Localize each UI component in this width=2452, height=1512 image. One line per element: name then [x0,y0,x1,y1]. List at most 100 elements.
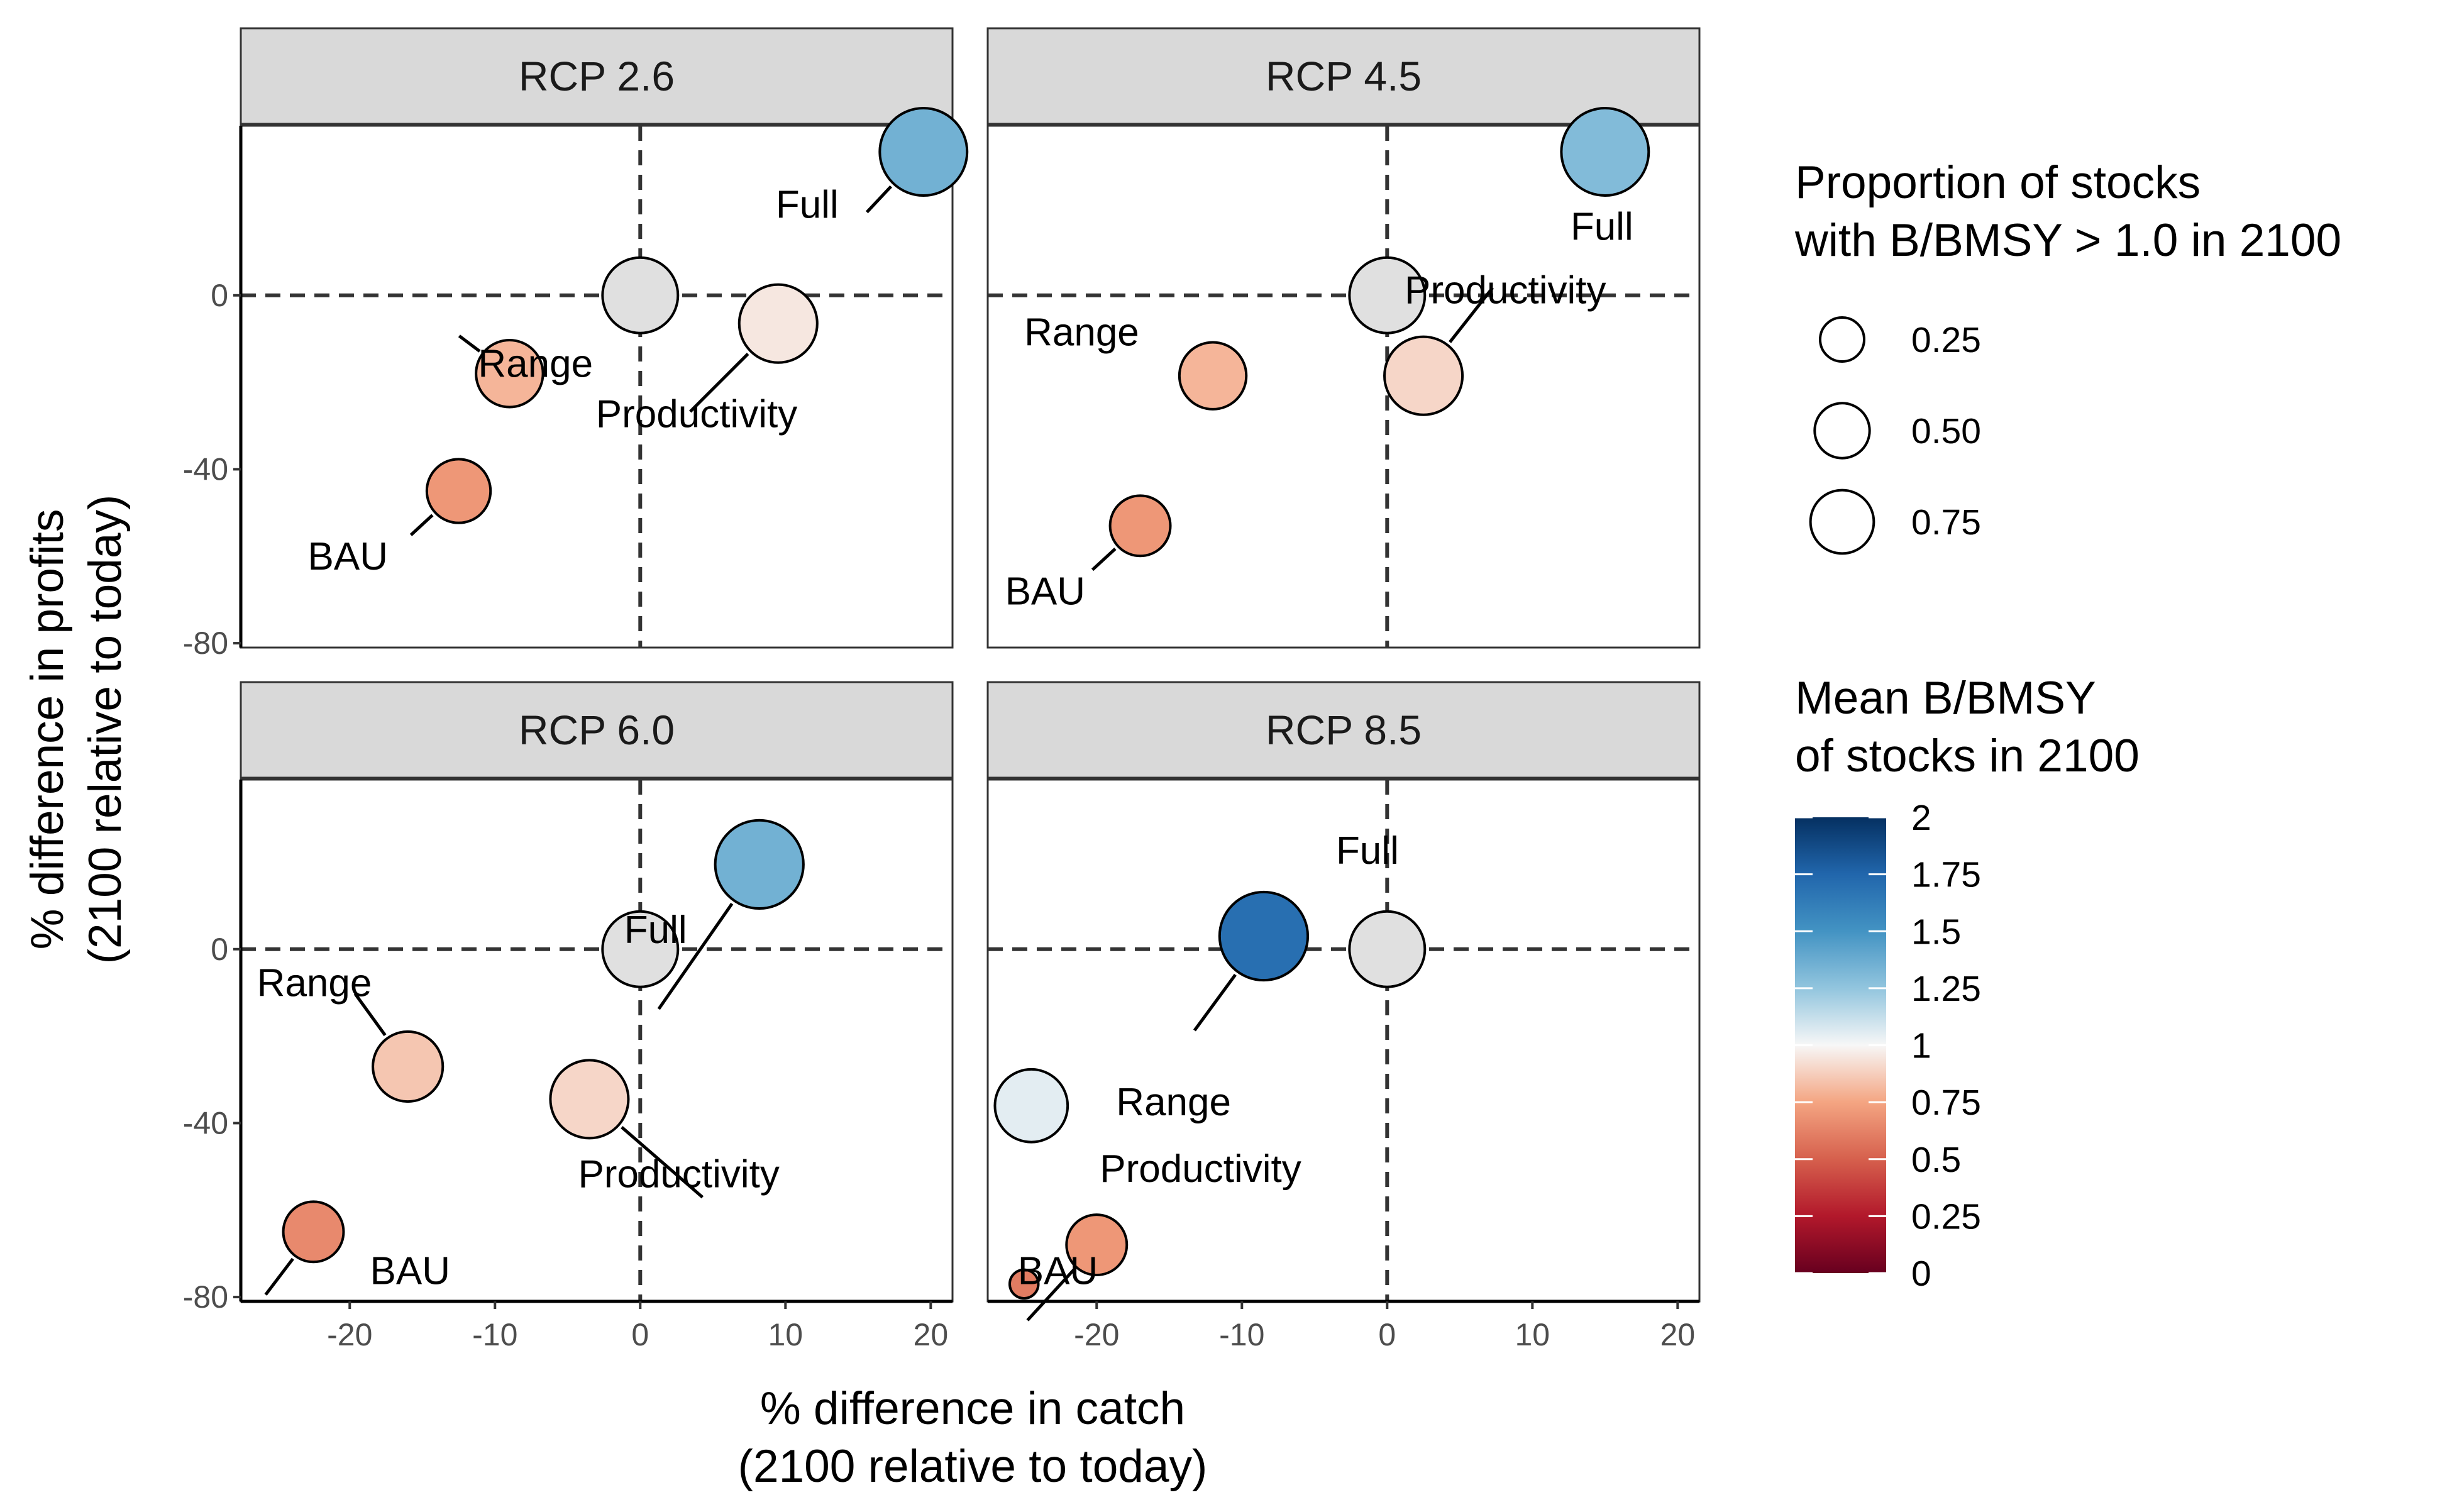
point-label-full: Full [1336,829,1399,873]
point-label-bau: BAU [1005,570,1085,613]
data-point-reference [601,910,680,988]
label-leader-line [1193,973,1237,1032]
facet-strip-label: RCP 8.5 [1266,707,1422,753]
data-point-productivity [737,283,819,364]
facet-strip [986,27,1701,125]
label-leader-line [1449,287,1494,343]
color-legend-title: of stocks in 2100 [1795,731,2140,781]
data-point-full [1560,107,1650,197]
point-label-range: Range [257,962,372,1005]
axes: -80 -40 0 -80 -40 0 -20 -10 0 10 20 -20 -10 0 10 20 % di… [22,126,1699,1492]
point-label-bau: BAU [1018,1249,1098,1293]
panel-border [986,778,1701,1303]
color-legend-label: 1.75 [1911,855,1981,895]
data-point-productivity [1065,1213,1129,1277]
point-label-full: Full [776,184,839,227]
data-point-reference [1348,910,1427,988]
point-label-bau: BAU [370,1249,450,1293]
point-label-range: Range [1024,311,1139,355]
size-legend-key [1809,488,1875,555]
y-axis-title-line: % difference in profits [22,509,73,950]
size-legend-title: Proportion of stocks [1795,157,2201,208]
data-point-reference [1348,256,1427,334]
size-legend: Proportion of stocks with B/BMSY > 1.0 in… [1794,157,2341,555]
x-tick-label: 20 [914,1317,949,1352]
data-point-range [475,339,544,409]
color-legend: Mean B/BMSY of stocks in 2100 2 1.75 1.5 1.25… [1795,673,2140,1294]
panel-border [240,778,954,1303]
point-label-bau: BAU [308,535,388,578]
color-legend-label: 1.25 [1911,969,1981,1009]
x-tick-label: 0 [631,1317,649,1352]
color-legend-label: 1.5 [1911,912,1961,952]
point-label-range: Range [478,342,593,385]
x-tick-label: -20 [327,1317,372,1352]
data-point-bau [1108,494,1172,558]
x-axis-title-line: % difference in catch [760,1383,1185,1434]
label-leader-line [409,514,434,536]
data-point-range [1178,341,1248,411]
label-leader-line [353,993,387,1037]
color-legend-label: 2 [1911,798,1931,838]
label-leader-line [264,1257,294,1296]
y-axis-title-line: (2100 relative to today) [80,495,131,964]
size-legend-key [1813,402,1871,460]
label-leader-line [689,353,749,413]
facet-strip [240,681,954,779]
label-leader-line [865,185,893,214]
size-legend-label: 0.75 [1911,502,1981,543]
color-legend-label: 0.25 [1911,1196,1981,1237]
x-tick-label: 10 [1515,1317,1550,1352]
x-tick-label: -10 [472,1317,517,1352]
color-legend-label: 0.5 [1911,1140,1961,1180]
data-point-full [714,819,805,910]
point-label-full: Full [1571,206,1633,249]
point-label-range: Range [1116,1081,1231,1124]
point-label-full: Full [624,908,687,952]
data-point-full [1218,890,1310,982]
facet-strip [986,681,1701,779]
size-legend-title: with B/BMSY > 1.0 in 2100 [1794,215,2341,266]
data-point-productivity [1383,335,1464,416]
point-label-productivity: Productivity [596,393,797,436]
facet-strip-label: RCP 4.5 [1266,53,1422,99]
y-tick-label: 0 [211,278,228,313]
panel-border [240,124,954,649]
y-tick-label: 0 [211,932,228,967]
point-label-productivity: Productivity [1405,269,1606,312]
y-tick-label: -40 [183,451,228,487]
x-tick-label: -20 [1074,1317,1119,1352]
label-leader-line [621,1126,704,1199]
x-tick-label: 20 [1660,1317,1696,1352]
data-point-range [372,1030,445,1103]
facet-rcp-6-0: RCP 6.0 Full Range Productivity BAU [240,681,954,1303]
x-tick-label: 10 [768,1317,804,1352]
size-legend-key [1819,316,1865,363]
color-legend-label: 0 [1911,1254,1931,1294]
label-leader-line [458,334,481,353]
data-point-range [993,1068,1069,1144]
y-tick-label: -80 [183,626,228,661]
data-point-productivity [549,1059,630,1140]
data-point-bau [1008,1268,1040,1300]
color-legend-label: 1 [1911,1026,1931,1066]
y-tick-label: -40 [183,1105,228,1140]
label-leader-line [1026,1269,1075,1322]
point-label-productivity: Productivity [1100,1147,1301,1191]
y-tick-label: -80 [183,1279,228,1315]
y-axis-title: % difference in profits (2100 relative to… [22,495,131,964]
data-point-bau [282,1200,345,1264]
label-leader-line [1091,548,1117,571]
data-point-bau [425,458,492,524]
point-label-productivity: Productivity [578,1152,779,1196]
x-tick-label: 0 [1378,1317,1396,1352]
x-axis-title: % difference in catch (2100 relative to t… [738,1383,1208,1492]
color-legend-label: 0.75 [1911,1083,1981,1123]
size-legend-label: 0.25 [1911,320,1981,360]
label-leader-line [657,902,734,1010]
facet-rcp-8-5: RCP 8.5 Full Range Productivity BAU [986,681,1701,1322]
